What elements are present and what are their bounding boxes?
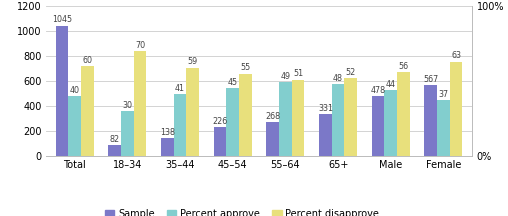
Text: 70: 70 xyxy=(135,41,145,50)
Text: 331: 331 xyxy=(318,104,333,113)
Text: 138: 138 xyxy=(160,128,175,137)
Bar xyxy=(425,85,437,156)
Text: 59: 59 xyxy=(187,57,198,66)
Bar xyxy=(279,83,292,156)
Bar xyxy=(397,72,410,156)
Text: 56: 56 xyxy=(398,62,408,71)
Text: 567: 567 xyxy=(423,75,438,84)
Bar xyxy=(134,51,146,156)
Text: 268: 268 xyxy=(265,112,280,121)
Legend: Sample, Percent approve, Percent disapprove: Sample, Percent approve, Percent disappr… xyxy=(101,205,383,216)
Bar xyxy=(56,26,69,156)
Text: 60: 60 xyxy=(82,56,92,65)
Bar xyxy=(239,73,251,156)
Text: 478: 478 xyxy=(370,86,386,95)
Bar xyxy=(108,145,121,156)
Bar xyxy=(186,68,199,156)
Bar xyxy=(81,66,93,156)
Text: 55: 55 xyxy=(240,63,250,72)
Bar xyxy=(437,100,450,156)
Bar xyxy=(319,114,332,156)
Text: 44: 44 xyxy=(386,80,396,89)
Text: 30: 30 xyxy=(122,101,133,110)
Text: 48: 48 xyxy=(333,74,343,83)
Text: 51: 51 xyxy=(293,69,303,78)
Bar xyxy=(121,111,134,156)
Bar xyxy=(227,89,239,156)
Bar xyxy=(161,138,174,156)
Bar xyxy=(344,78,357,156)
Text: 63: 63 xyxy=(451,51,461,60)
Text: 41: 41 xyxy=(175,84,185,93)
Bar xyxy=(450,62,462,156)
Text: 82: 82 xyxy=(110,135,120,144)
Bar xyxy=(332,84,344,156)
Bar xyxy=(214,127,227,156)
Bar xyxy=(292,79,304,156)
Text: 37: 37 xyxy=(438,90,449,99)
Text: 52: 52 xyxy=(345,68,356,77)
Bar xyxy=(69,96,81,156)
Text: 226: 226 xyxy=(212,117,228,126)
Bar xyxy=(174,94,186,156)
Text: 49: 49 xyxy=(280,72,291,81)
Text: 1045: 1045 xyxy=(52,16,72,24)
Bar xyxy=(267,122,279,156)
Bar xyxy=(372,96,385,156)
Bar xyxy=(385,90,397,156)
Text: 45: 45 xyxy=(228,78,238,87)
Text: 40: 40 xyxy=(70,86,80,95)
